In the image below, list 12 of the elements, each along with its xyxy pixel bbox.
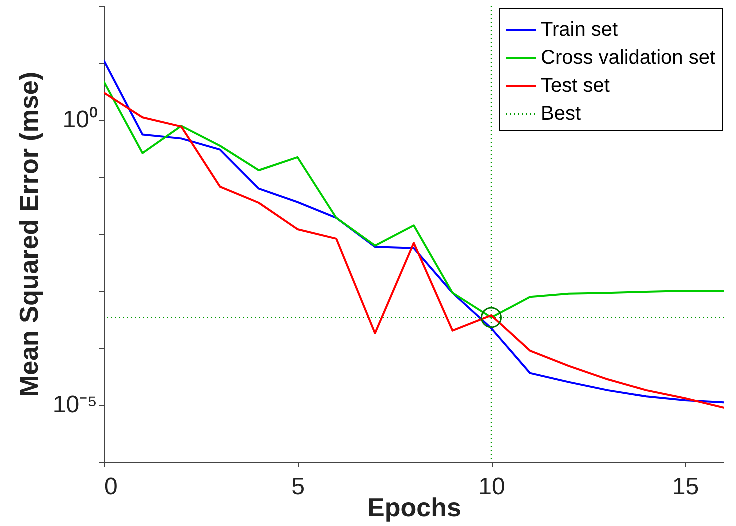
x-tick-label: 0 <box>104 474 118 500</box>
x-axis-title: Epochs <box>368 492 462 522</box>
y-axis-title: Mean Squared Error (mse) <box>14 72 44 398</box>
x-tick-label: 10 <box>478 474 506 500</box>
legend-label: Test set <box>541 75 610 97</box>
legend-label: Cross validation set <box>541 47 716 69</box>
x-tick-label: 5 <box>292 474 305 500</box>
x-tick-label: 15 <box>672 474 700 500</box>
ref-line-label: Best <box>541 103 582 125</box>
legend-label: Train set <box>541 19 619 41</box>
y-tick-label: 10⁰ <box>62 106 98 134</box>
y-tick-label: 10⁻⁵ <box>52 392 98 418</box>
